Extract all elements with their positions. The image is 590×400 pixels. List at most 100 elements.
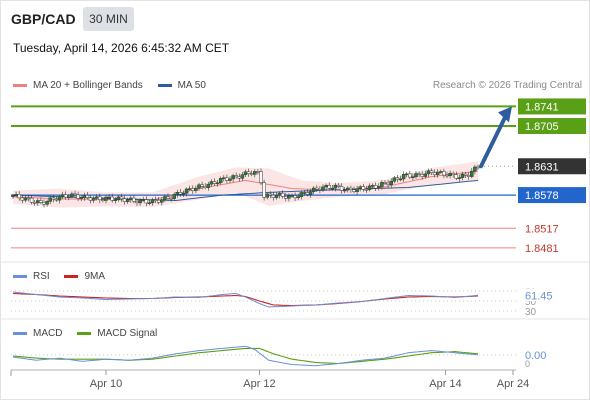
candle-body [48, 197, 52, 202]
price-level-tag [518, 98, 586, 115]
candle-body [470, 170, 474, 177]
candle-body [349, 187, 353, 190]
candle-body [302, 192, 307, 194]
x-axis-label: Apr 24 [497, 378, 529, 390]
legend-label-rsi-ma: 9MA [84, 271, 106, 282]
candle-body [364, 189, 369, 191]
candle-body [256, 171, 260, 173]
candle-body [262, 182, 266, 198]
candle-body [414, 173, 418, 178]
rsi-tick-label: 50 [525, 297, 537, 308]
candle-body [293, 195, 297, 199]
candle-body [20, 197, 25, 201]
candle-body [305, 192, 310, 195]
candle-body [408, 173, 412, 178]
candle-body [104, 196, 108, 201]
candle-body [70, 193, 74, 197]
legend-label-macd: MACD [33, 328, 63, 339]
candle-body [191, 188, 195, 191]
candle-body [426, 170, 431, 175]
candle-body [395, 177, 400, 180]
candle-body [76, 194, 80, 199]
candle-body [448, 172, 452, 176]
candle-body [277, 192, 282, 196]
candle-body [342, 189, 347, 192]
x-axis-label: Apr 10 [90, 378, 122, 390]
candle-body [249, 173, 254, 175]
candle-body [88, 197, 93, 201]
candle-body [454, 174, 459, 179]
candle-body [457, 177, 462, 179]
candle-body [132, 197, 136, 202]
candle-body [203, 186, 207, 188]
candle-body [212, 181, 217, 184]
bollinger-band [13, 161, 478, 208]
candle-body [63, 194, 68, 198]
candle-body [129, 197, 133, 200]
x-axis-label: Apr 12 [243, 378, 275, 390]
candle-body [113, 199, 118, 201]
candle-body [26, 197, 31, 200]
candle-body [228, 178, 232, 181]
candle-body [122, 198, 127, 202]
candle-body [39, 200, 43, 203]
candle-body [29, 197, 34, 203]
price-level-label: 1.8741 [525, 101, 559, 113]
candle-body [243, 171, 248, 175]
macd-legend: MACD MACD Signal [13, 328, 169, 339]
rsi-current-bg [522, 288, 556, 302]
legend-label-macd-signal: MACD Signal [97, 328, 158, 339]
price-level-tag [518, 158, 586, 175]
rsi-tick-label: 30 [525, 307, 537, 318]
candle-body [125, 199, 130, 202]
candle-body [240, 174, 245, 179]
target-arrow-head [498, 106, 512, 123]
candle-body [181, 193, 186, 195]
candle-body [476, 166, 480, 169]
candle-body [98, 196, 102, 201]
candle-body [178, 192, 183, 195]
legend-label-ma50: MA 50 [177, 80, 206, 91]
candle-body [327, 185, 331, 189]
candle-body [110, 196, 114, 201]
price-level-label: 1.8578 [525, 190, 559, 202]
candle-body [209, 181, 214, 185]
rsi-swatch [13, 274, 27, 278]
candle-body [194, 187, 198, 191]
rsi-ma-swatch [64, 274, 79, 278]
candle-body [91, 197, 96, 201]
candle-body [377, 186, 381, 189]
candle-body [274, 194, 279, 198]
candle-body [287, 195, 291, 199]
price-level-label: 1.8481 [525, 243, 559, 255]
candle-body [290, 195, 294, 197]
target-arrow [479, 113, 508, 169]
candle-body [339, 186, 344, 191]
candle-body [401, 174, 406, 180]
candle-body [321, 186, 325, 191]
candle-body [460, 173, 465, 178]
macd-current-label: 0.00 [525, 350, 546, 362]
candle-body [57, 196, 62, 201]
candle-body [315, 187, 319, 190]
candle-body [147, 202, 152, 204]
price-level-label: 1.8705 [525, 121, 559, 133]
candle-body [11, 195, 15, 197]
candle-body [237, 176, 242, 179]
candle-body [280, 192, 285, 197]
candle-body [197, 184, 201, 189]
candle-body [14, 194, 18, 196]
candle-body [94, 196, 99, 199]
candle-body [141, 199, 145, 201]
candle-body [330, 187, 335, 190]
candle-body [135, 200, 139, 204]
interval-button[interactable]: 30 MIN [83, 7, 134, 31]
candle-body [466, 175, 471, 177]
candle-body [386, 182, 390, 185]
candle-body [150, 199, 155, 203]
candle-body [253, 171, 257, 175]
candle-body [423, 173, 428, 177]
candle-body [324, 185, 328, 188]
price-level-tag [518, 118, 586, 135]
